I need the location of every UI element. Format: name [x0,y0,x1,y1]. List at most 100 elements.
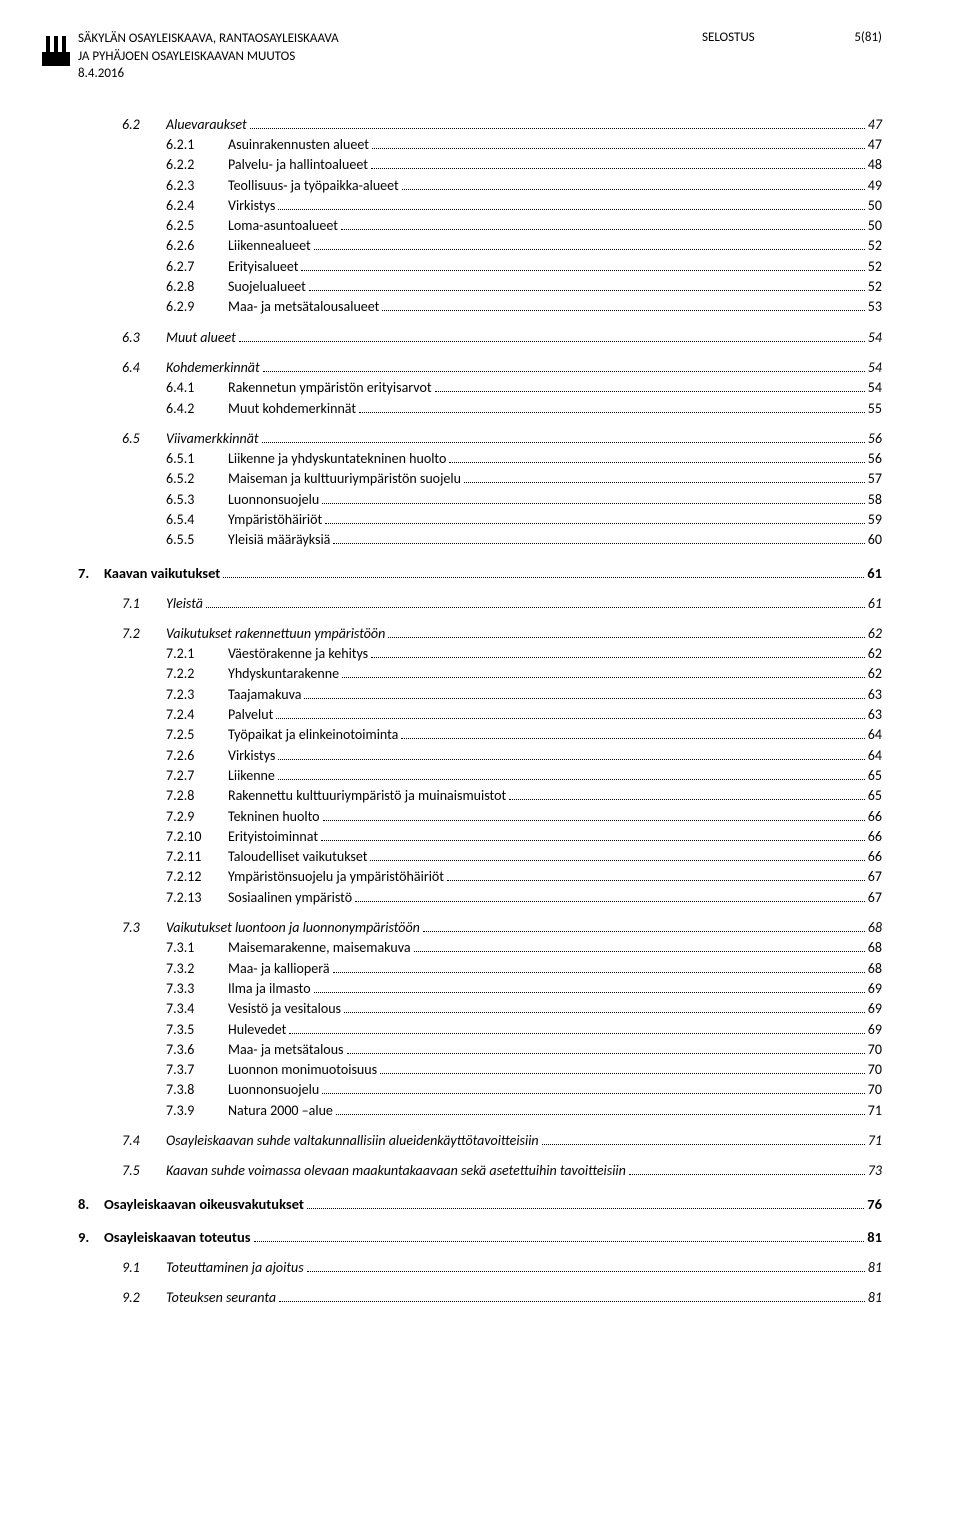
toc-num: 6.2.4 [166,196,228,216]
toc-num: 6.4.2 [166,399,228,419]
toc-leader-dots [371,168,865,169]
toc-entry: 6.3Muut alueet54 [78,328,882,348]
toc-entry: 7.2.11Taloudelliset vaikutukset66 [78,847,882,867]
toc-num: 6.5.3 [166,490,228,510]
toc-entry: 6.5.5Yleisiä määräyksiä60 [78,530,882,550]
toc-num: 6.2.5 [166,216,228,236]
toc-page: 57 [868,469,882,489]
toc-leader-dots [314,992,865,993]
toc-label: Liikennealueet [228,236,311,256]
toc-label: Loma-asuntoalueet [228,216,338,236]
toc-page: 50 [868,196,882,216]
toc-entry: 7.2.6Virkistys64 [78,746,882,766]
toc-num: 7.2 [122,624,166,644]
toc-leader-dots [380,1073,865,1074]
toc-page: 66 [868,827,882,847]
toc-num: 7.2.10 [166,827,228,847]
toc-label: Kohdemerkinnät [166,358,260,378]
toc-label: Toteuksen seuranta [166,1288,276,1308]
toc-num: 7.2.5 [166,725,228,745]
toc-page: 63 [868,685,882,705]
toc-entry: 7.1Yleistä 61 [78,594,882,614]
toc-num: 8. [78,1194,104,1215]
toc-page: 66 [868,847,882,867]
toc-leader-dots [336,1114,865,1115]
toc-num: 6.5.2 [166,469,228,489]
toc-label: Vesistö ja vesitalous [228,999,341,1019]
toc-label: Ympäristöhäiriöt [228,510,322,530]
toc-entry: 7.2.2Yhdyskuntarakenne62 [78,664,882,684]
toc-page: 68 [868,959,882,979]
toc-leader-dots [629,1174,865,1175]
header-date: 8.4.2016 [78,65,339,83]
toc-leader-dots [250,128,865,129]
toc-label: Ympäristönsuojelu ja ympäristöhäiriöt [228,867,444,887]
toc-label: Sosiaalinen ympäristö [228,888,352,908]
toc-page: 81 [867,1227,882,1248]
toc-leader-dots [289,1033,865,1034]
toc-num: 7.2.9 [166,807,228,827]
toc-num: 7.3 [122,918,166,938]
toc-leader-dots [435,391,865,392]
toc-num: 7.1 [122,594,166,614]
toc-entry: 8.Osayleiskaavan oikeusvakutukset76 [78,1194,882,1215]
toc-num: 6.5 [122,429,166,449]
toc-leader-dots [447,880,865,881]
toc-label: Yleistä [166,594,203,614]
header-doctype: SELOSTUS [702,30,822,105]
toc-num: 7.2.2 [166,664,228,684]
toc-page: 48 [868,155,882,175]
toc-label: Kaavan vaikutukset [104,563,220,584]
toc-leader-dots [314,249,865,250]
toc-label: Vaikutukset luontoon ja luonnonympäristö… [166,918,420,938]
toc-num: 6.2.2 [166,155,228,175]
toc-entry: 7.3Vaikutukset luontoon ja luonnonympäri… [78,918,882,938]
toc-leader-dots [333,972,865,973]
toc-leader-dots [309,290,865,291]
toc-num: 6.2.7 [166,257,228,277]
toc-leader-dots [401,738,864,739]
toc-entry: 6.2.1Asuinrakennusten alueet47 [78,135,882,155]
toc-leader-dots [278,759,864,760]
toc-page: 63 [868,705,882,725]
toc-leader-dots [355,901,865,902]
toc-page: 55 [868,399,882,419]
table-of-contents: 6.2Aluevaraukset476.2.1Asuinrakennusten … [78,115,882,1309]
toc-num: 6.4 [122,358,166,378]
toc-entry: 7.2.3Taajamakuva63 [78,685,882,705]
toc-page: 71 [868,1131,882,1151]
toc-label: Viivamerkkinnät [166,429,259,449]
toc-leader-dots [414,951,865,952]
toc-num: 6.5.1 [166,449,228,469]
toc-label: Ilma ja ilmasto [228,979,311,999]
toc-entry: 7.4Osayleiskaavan suhde valtakunnallisii… [78,1131,882,1151]
toc-page: 49 [868,176,882,196]
toc-num: 7.2.8 [166,786,228,806]
toc-label: Väestörakenne ja kehitys [228,644,368,664]
toc-page: 68 [868,938,882,958]
toc-leader-dots [322,1093,865,1094]
toc-entry: 7.3.3Ilma ja ilmasto69 [78,979,882,999]
toc-entry: 7.Kaavan vaikutukset61 [78,563,882,584]
toc-leader-dots [341,229,865,230]
toc-label: Erityisalueet [228,257,298,277]
toc-page: 56 [868,429,882,449]
toc-entry: 7.3.6Maa- ja metsätalous70 [78,1040,882,1060]
toc-num: 9.1 [122,1258,166,1278]
toc-label: Hulevedet [228,1020,286,1040]
toc-leader-dots [370,860,864,861]
toc-entry: 6.5.2Maiseman ja kulttuuriympäristön suo… [78,469,882,489]
toc-num: 6.2.6 [166,236,228,256]
toc-leader-dots [323,820,865,821]
toc-label: Maa- ja kallioperä [228,959,330,979]
toc-num: 7.5 [122,1161,166,1181]
toc-leader-dots [278,779,865,780]
toc-label: Yhdyskuntarakenne [228,664,339,684]
toc-page: 47 [868,135,882,155]
toc-label: Liikenne ja yhdyskuntatekninen huolto [228,449,446,469]
toc-num: 6.5.5 [166,530,228,550]
toc-leader-dots [371,657,865,658]
toc-page: 58 [868,490,882,510]
toc-label: Suojelualueet [228,277,306,297]
toc-page: 61 [868,594,882,614]
